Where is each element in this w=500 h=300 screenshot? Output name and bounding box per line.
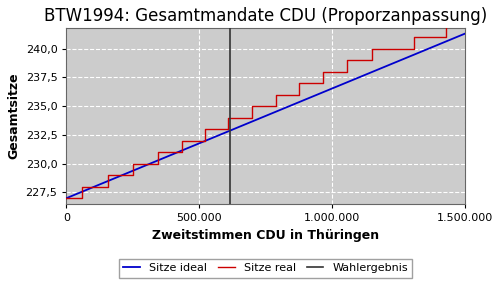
Sitze real [64,196,70,200]
Sitze real [80,185,86,188]
Sitze real [226,116,232,119]
Sitze real [344,58,349,62]
Sitze real [369,58,375,62]
Legend: Sitze ideal, Sitze real, Wahlergebnis: Sitze ideal, Sitze real, Wahlergebnis [119,259,412,278]
Sitze real [130,162,136,166]
X-axis label: Zweitstimmen CDU in Thüringen: Zweitstimmen CDU in Thüringen [152,229,379,242]
Sitze real [320,70,326,74]
Sitze real [444,35,450,39]
Sitze real [412,35,418,39]
Sitze real [250,116,256,119]
Sitze real [130,173,136,177]
Sitze real [179,150,185,154]
Sitze real [369,47,375,50]
Sitze real [296,81,302,85]
Line: Sitze real: Sitze real [66,26,465,198]
Sitze real [226,127,232,131]
Sitze real [296,93,302,96]
Sitze real [462,24,468,27]
Sitze real [320,81,326,85]
Sitze real [104,185,110,188]
Sitze real [202,127,207,131]
Sitze real [274,93,280,96]
Sitze real [412,47,418,50]
Sitze real [250,104,256,108]
Sitze real [104,173,110,177]
Sitze real [155,150,161,154]
Sitze real [274,104,280,108]
Sitze real [179,139,185,142]
Sitze real [155,162,161,166]
Sitze real [202,139,207,142]
Sitze real [344,70,349,74]
Title: BTW1994: Gesamtmandate CDU (Proporzanpassung): BTW1994: Gesamtmandate CDU (Proporzanpas… [44,7,488,25]
Y-axis label: Gesamtsitze: Gesamtsitze [7,73,20,159]
Sitze real [444,24,450,27]
Sitze real [80,196,86,200]
